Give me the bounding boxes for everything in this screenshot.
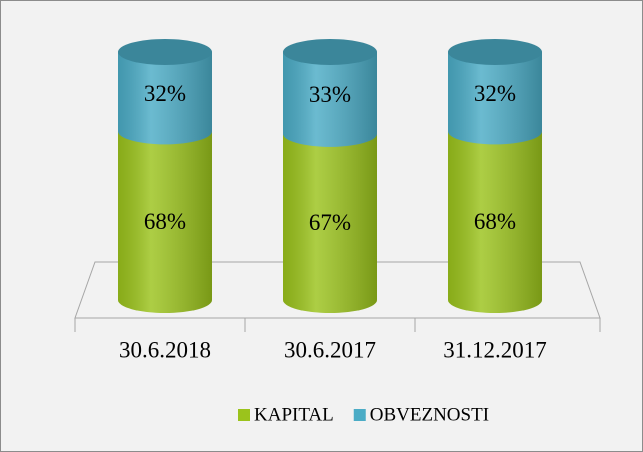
x-tick-label: 30.6.2017 — [284, 337, 376, 362]
value-label: 68% — [474, 209, 516, 234]
value-label: 32% — [474, 81, 516, 106]
cylinder-top — [118, 39, 212, 65]
cylinder-shade — [283, 133, 377, 313]
legend-swatch — [238, 409, 250, 421]
value-label: 33% — [309, 82, 351, 107]
legend-label: OBVEZNOSTI — [370, 404, 489, 425]
value-label: 32% — [144, 81, 186, 106]
cylinder-shade — [118, 52, 212, 145]
cylinder-shade — [448, 131, 542, 313]
value-label: 67% — [309, 210, 351, 235]
cylinder-shade — [283, 52, 377, 147]
cylinder-top — [448, 39, 542, 65]
x-tick-label: 31.12.2017 — [443, 337, 547, 362]
cylinder-shade — [118, 131, 212, 313]
legend-swatch — [353, 409, 366, 421]
cylinder-shade — [448, 52, 542, 145]
x-tick-label: 30.6.2018 — [119, 337, 211, 362]
value-label: 68% — [144, 209, 186, 234]
legend-label: KAPITAL — [254, 404, 334, 425]
cylinder-top — [283, 39, 377, 65]
